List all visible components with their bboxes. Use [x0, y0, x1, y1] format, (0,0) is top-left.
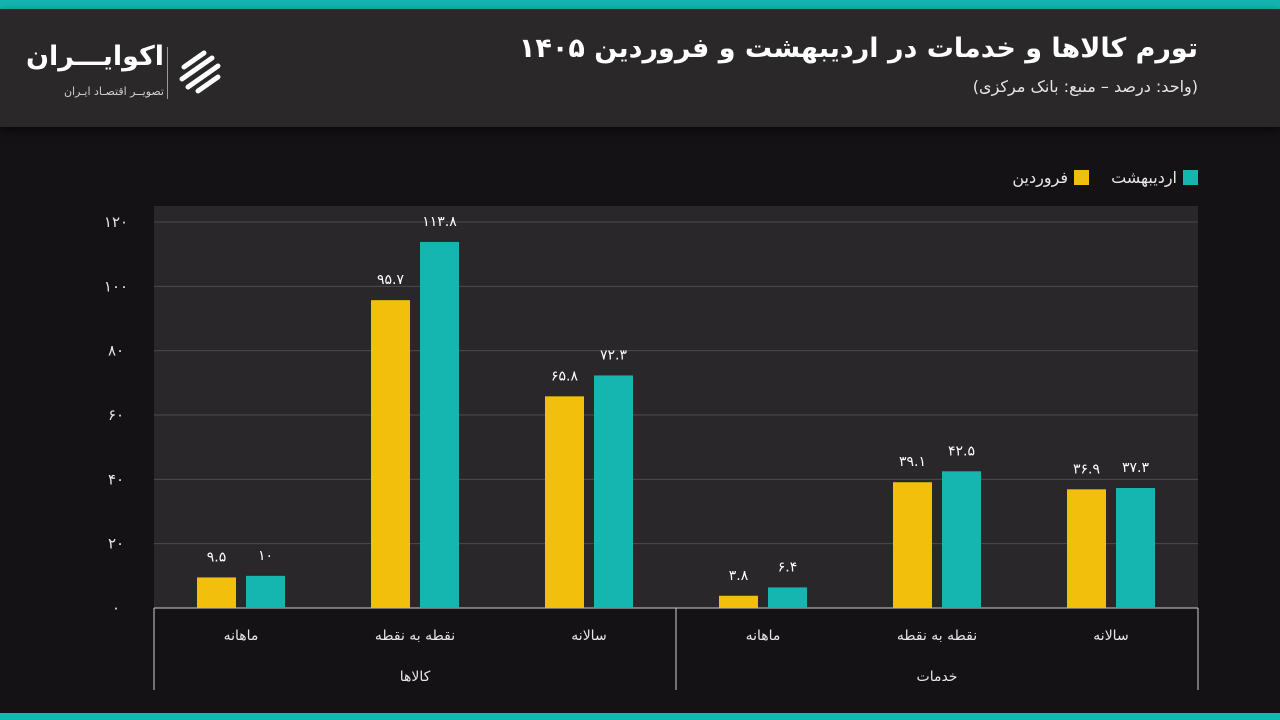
bar-value-label: ۶.۴	[778, 559, 798, 575]
bar	[197, 577, 236, 608]
bar-value-label: ۳۹.۱	[899, 454, 926, 470]
legend-label-ordibehesht: اردیبهشت	[1111, 168, 1177, 187]
bar	[1067, 489, 1106, 608]
y-tick-label: ۴۰	[108, 470, 124, 488]
bar-value-label: ۷۲.۳	[600, 347, 627, 363]
x-category-label: نقطه به نقطه	[897, 628, 977, 644]
bar-value-label: ۹.۵	[207, 549, 227, 565]
plot-area	[154, 206, 1198, 608]
y-tick-label: ۰	[112, 599, 120, 617]
bar	[768, 587, 807, 608]
bar	[1116, 488, 1155, 608]
page-subtitle: (واحد: درصد – منبع: بانک مرکزی)	[972, 77, 1198, 96]
x-category-label: سالانه	[571, 628, 606, 644]
bar	[545, 396, 584, 608]
legend-item-farvardin: فروردین	[1012, 168, 1090, 187]
y-tick-label: ۲۰	[108, 535, 124, 553]
x-category-label: نقطه به نقطه	[375, 628, 455, 644]
bar-value-label: ۳۷.۳	[1122, 460, 1149, 476]
y-tick-label: ۱۰۰	[104, 277, 128, 295]
x-category-label: سالانه	[1093, 628, 1128, 644]
bar-value-label: ۳۶.۹	[1073, 461, 1100, 477]
bar-value-label: ۴۲.۵	[948, 443, 975, 459]
bar	[594, 375, 633, 608]
bar	[719, 595, 758, 608]
legend-swatch-farvardin	[1074, 170, 1090, 185]
logo-mark-icon	[179, 50, 221, 94]
bar	[942, 471, 981, 608]
bar-value-label: ۱۰	[258, 548, 273, 564]
logo-name: اکوایـــران	[25, 41, 164, 72]
x-category-label: ماهانه	[224, 628, 259, 644]
y-tick-label: ۸۰	[108, 342, 124, 360]
bar-value-label: ۹۵.۷	[377, 272, 404, 288]
x-group-label: کالاها	[400, 669, 431, 685]
page-title: تورم کالاها و خدمات در اردیبهشت و فروردی…	[518, 33, 1198, 64]
x-category-label: ماهانه	[746, 628, 781, 644]
x-group-label: خدمات	[917, 669, 958, 685]
chart-legend: اردیبهشت فروردین	[1012, 168, 1198, 187]
y-tick-label: ۱۲۰	[104, 213, 128, 231]
bar-value-label: ۱۱۳.۸	[422, 214, 457, 230]
top-accent-line	[0, 0, 1280, 9]
legend-label-farvardin: فروردین	[1012, 168, 1069, 187]
bar-value-label: ۳.۸	[729, 568, 749, 584]
y-tick-label: ۶۰	[108, 406, 124, 424]
bar-value-label: ۶۵.۸	[551, 368, 578, 384]
bar	[371, 300, 410, 608]
bar	[893, 482, 932, 608]
bar	[246, 575, 285, 608]
legend-item-ordibehesht: اردیبهشت	[1111, 168, 1198, 187]
logo-separator	[167, 47, 168, 99]
legend-swatch-ordibehesht	[1183, 170, 1198, 185]
header-bar: تورم کالاها و خدمات در اردیبهشت و فروردی…	[0, 9, 1280, 127]
logo-tagline: تصویــر اقتصـاد ایـران	[63, 85, 164, 98]
bottom-accent-line	[0, 713, 1280, 720]
ecoiran-logo: اکوایـــران تصویــر اقتصـاد ایـران	[25, 35, 234, 105]
bar	[420, 241, 459, 608]
